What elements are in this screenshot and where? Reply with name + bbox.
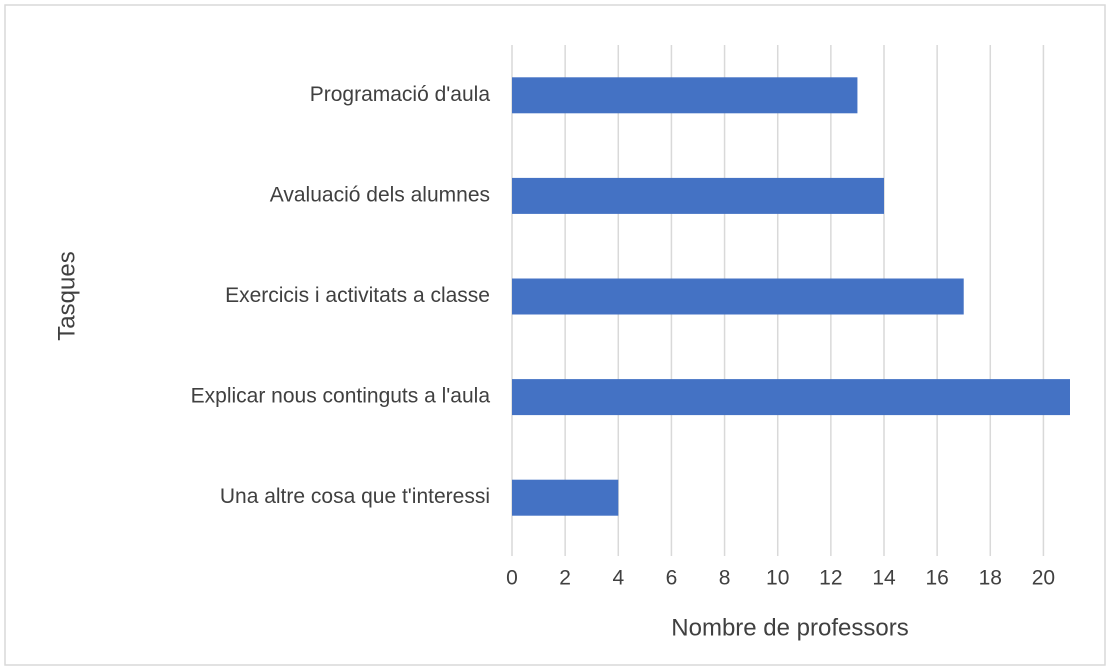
x-tick-label: 2 xyxy=(559,567,571,590)
bar xyxy=(512,177,884,214)
y-tick-label: Avaluació dels alumnes xyxy=(270,183,490,206)
x-tick-label: 20 xyxy=(1032,567,1055,590)
bar xyxy=(512,77,858,114)
y-tick-label: Programació d'aula xyxy=(310,83,491,106)
chart-frame xyxy=(4,4,1106,666)
x-tick-label: 8 xyxy=(719,567,731,590)
x-tick-label: 0 xyxy=(506,567,518,590)
x-tick-label: 18 xyxy=(979,567,1002,590)
x-tick-label: 6 xyxy=(666,567,678,590)
x-tick-label: 4 xyxy=(612,567,624,590)
x-tick-label: 12 xyxy=(819,567,842,590)
bar xyxy=(512,379,1070,416)
x-axis-title: Nombre de professors xyxy=(671,614,908,641)
y-tick-label: Una altre cosa que t'interessi xyxy=(220,485,490,508)
bar xyxy=(512,479,619,516)
y-tick-label: Exercicis i activitats a classe xyxy=(225,284,490,307)
x-tick-label: 16 xyxy=(925,567,948,590)
bar xyxy=(512,278,964,315)
x-tick-label: 10 xyxy=(766,567,789,590)
y-tick-label: Explicar nous continguts a l'aula xyxy=(191,385,491,408)
y-axis-title: Tasques xyxy=(53,251,80,340)
x-tick-label: 14 xyxy=(872,567,896,590)
